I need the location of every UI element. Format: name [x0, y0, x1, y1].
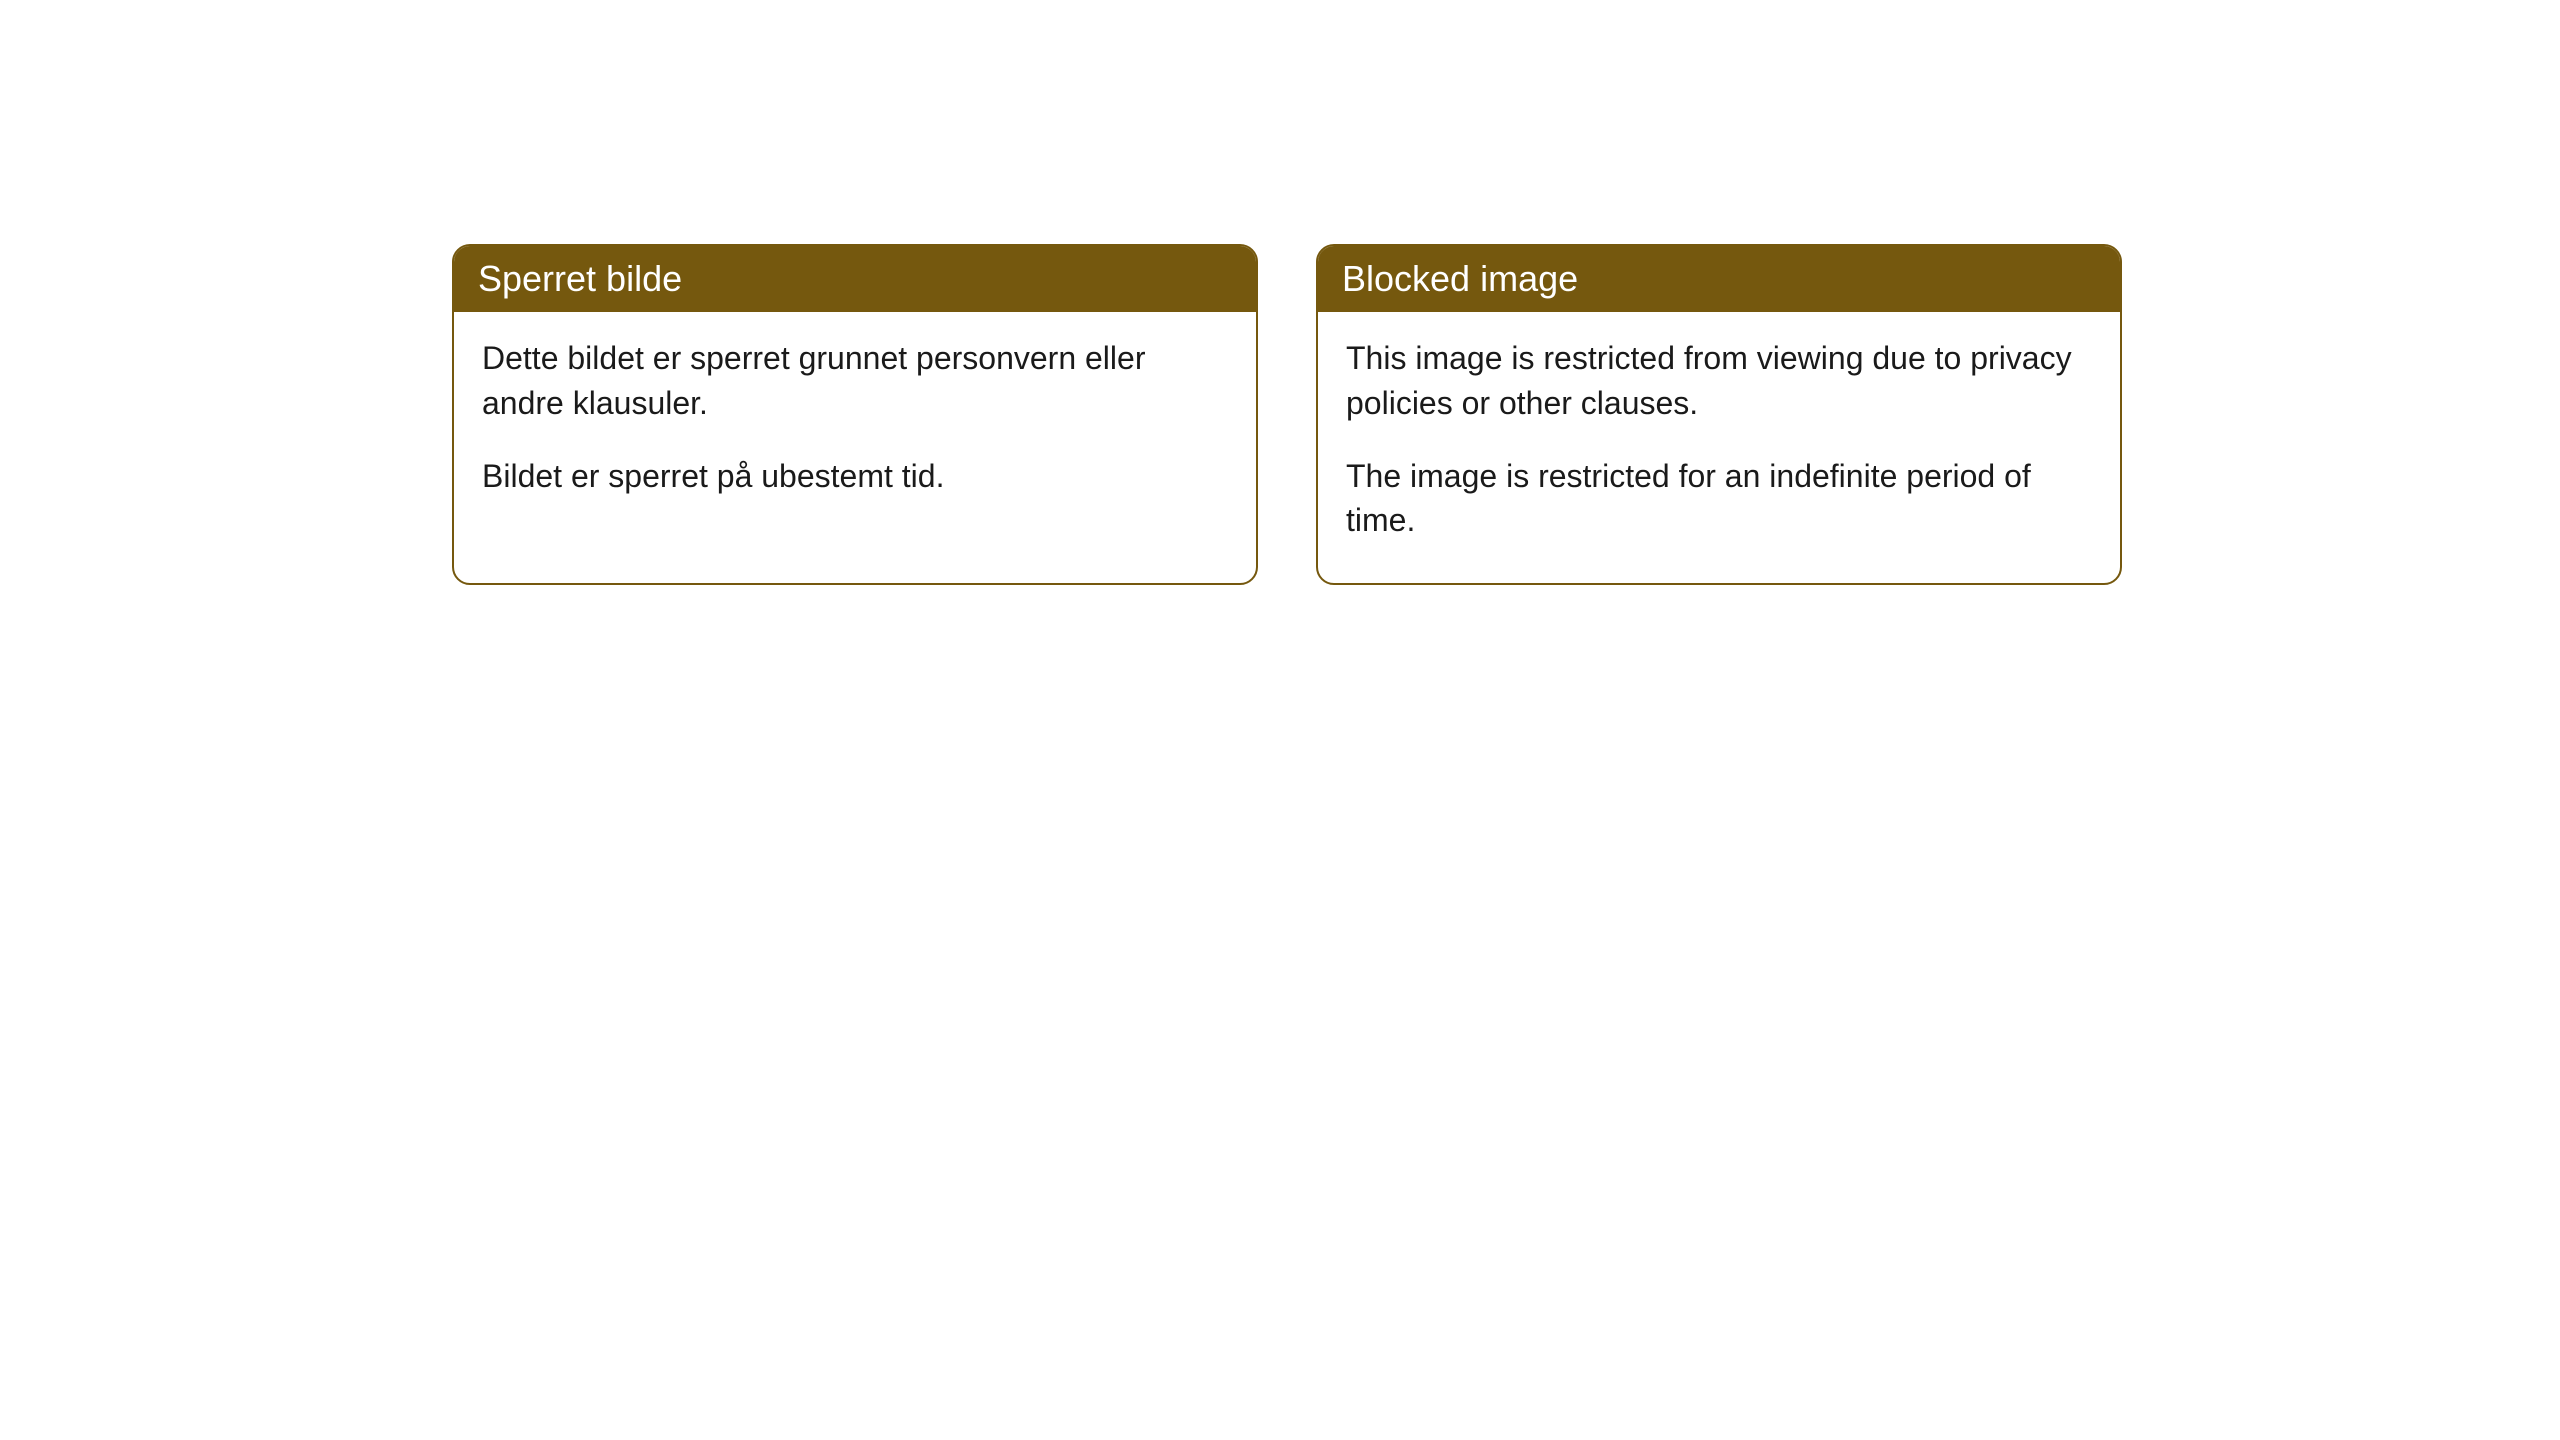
notice-paragraph: This image is restricted from viewing du… [1346, 336, 2092, 426]
notice-card-norwegian: Sperret bilde Dette bildet er sperret gr… [452, 244, 1258, 585]
card-body: Dette bildet er sperret grunnet personve… [454, 312, 1256, 538]
notice-paragraph: Dette bildet er sperret grunnet personve… [482, 336, 1228, 426]
card-header-title: Blocked image [1342, 258, 1578, 299]
card-body: This image is restricted from viewing du… [1318, 312, 2120, 583]
card-header: Blocked image [1318, 246, 2120, 312]
notice-container: Sperret bilde Dette bildet er sperret gr… [452, 244, 2122, 585]
card-header-title: Sperret bilde [478, 258, 682, 299]
notice-paragraph: Bildet er sperret på ubestemt tid. [482, 454, 1228, 499]
notice-paragraph: The image is restricted for an indefinit… [1346, 454, 2092, 544]
notice-card-english: Blocked image This image is restricted f… [1316, 244, 2122, 585]
card-header: Sperret bilde [454, 246, 1256, 312]
